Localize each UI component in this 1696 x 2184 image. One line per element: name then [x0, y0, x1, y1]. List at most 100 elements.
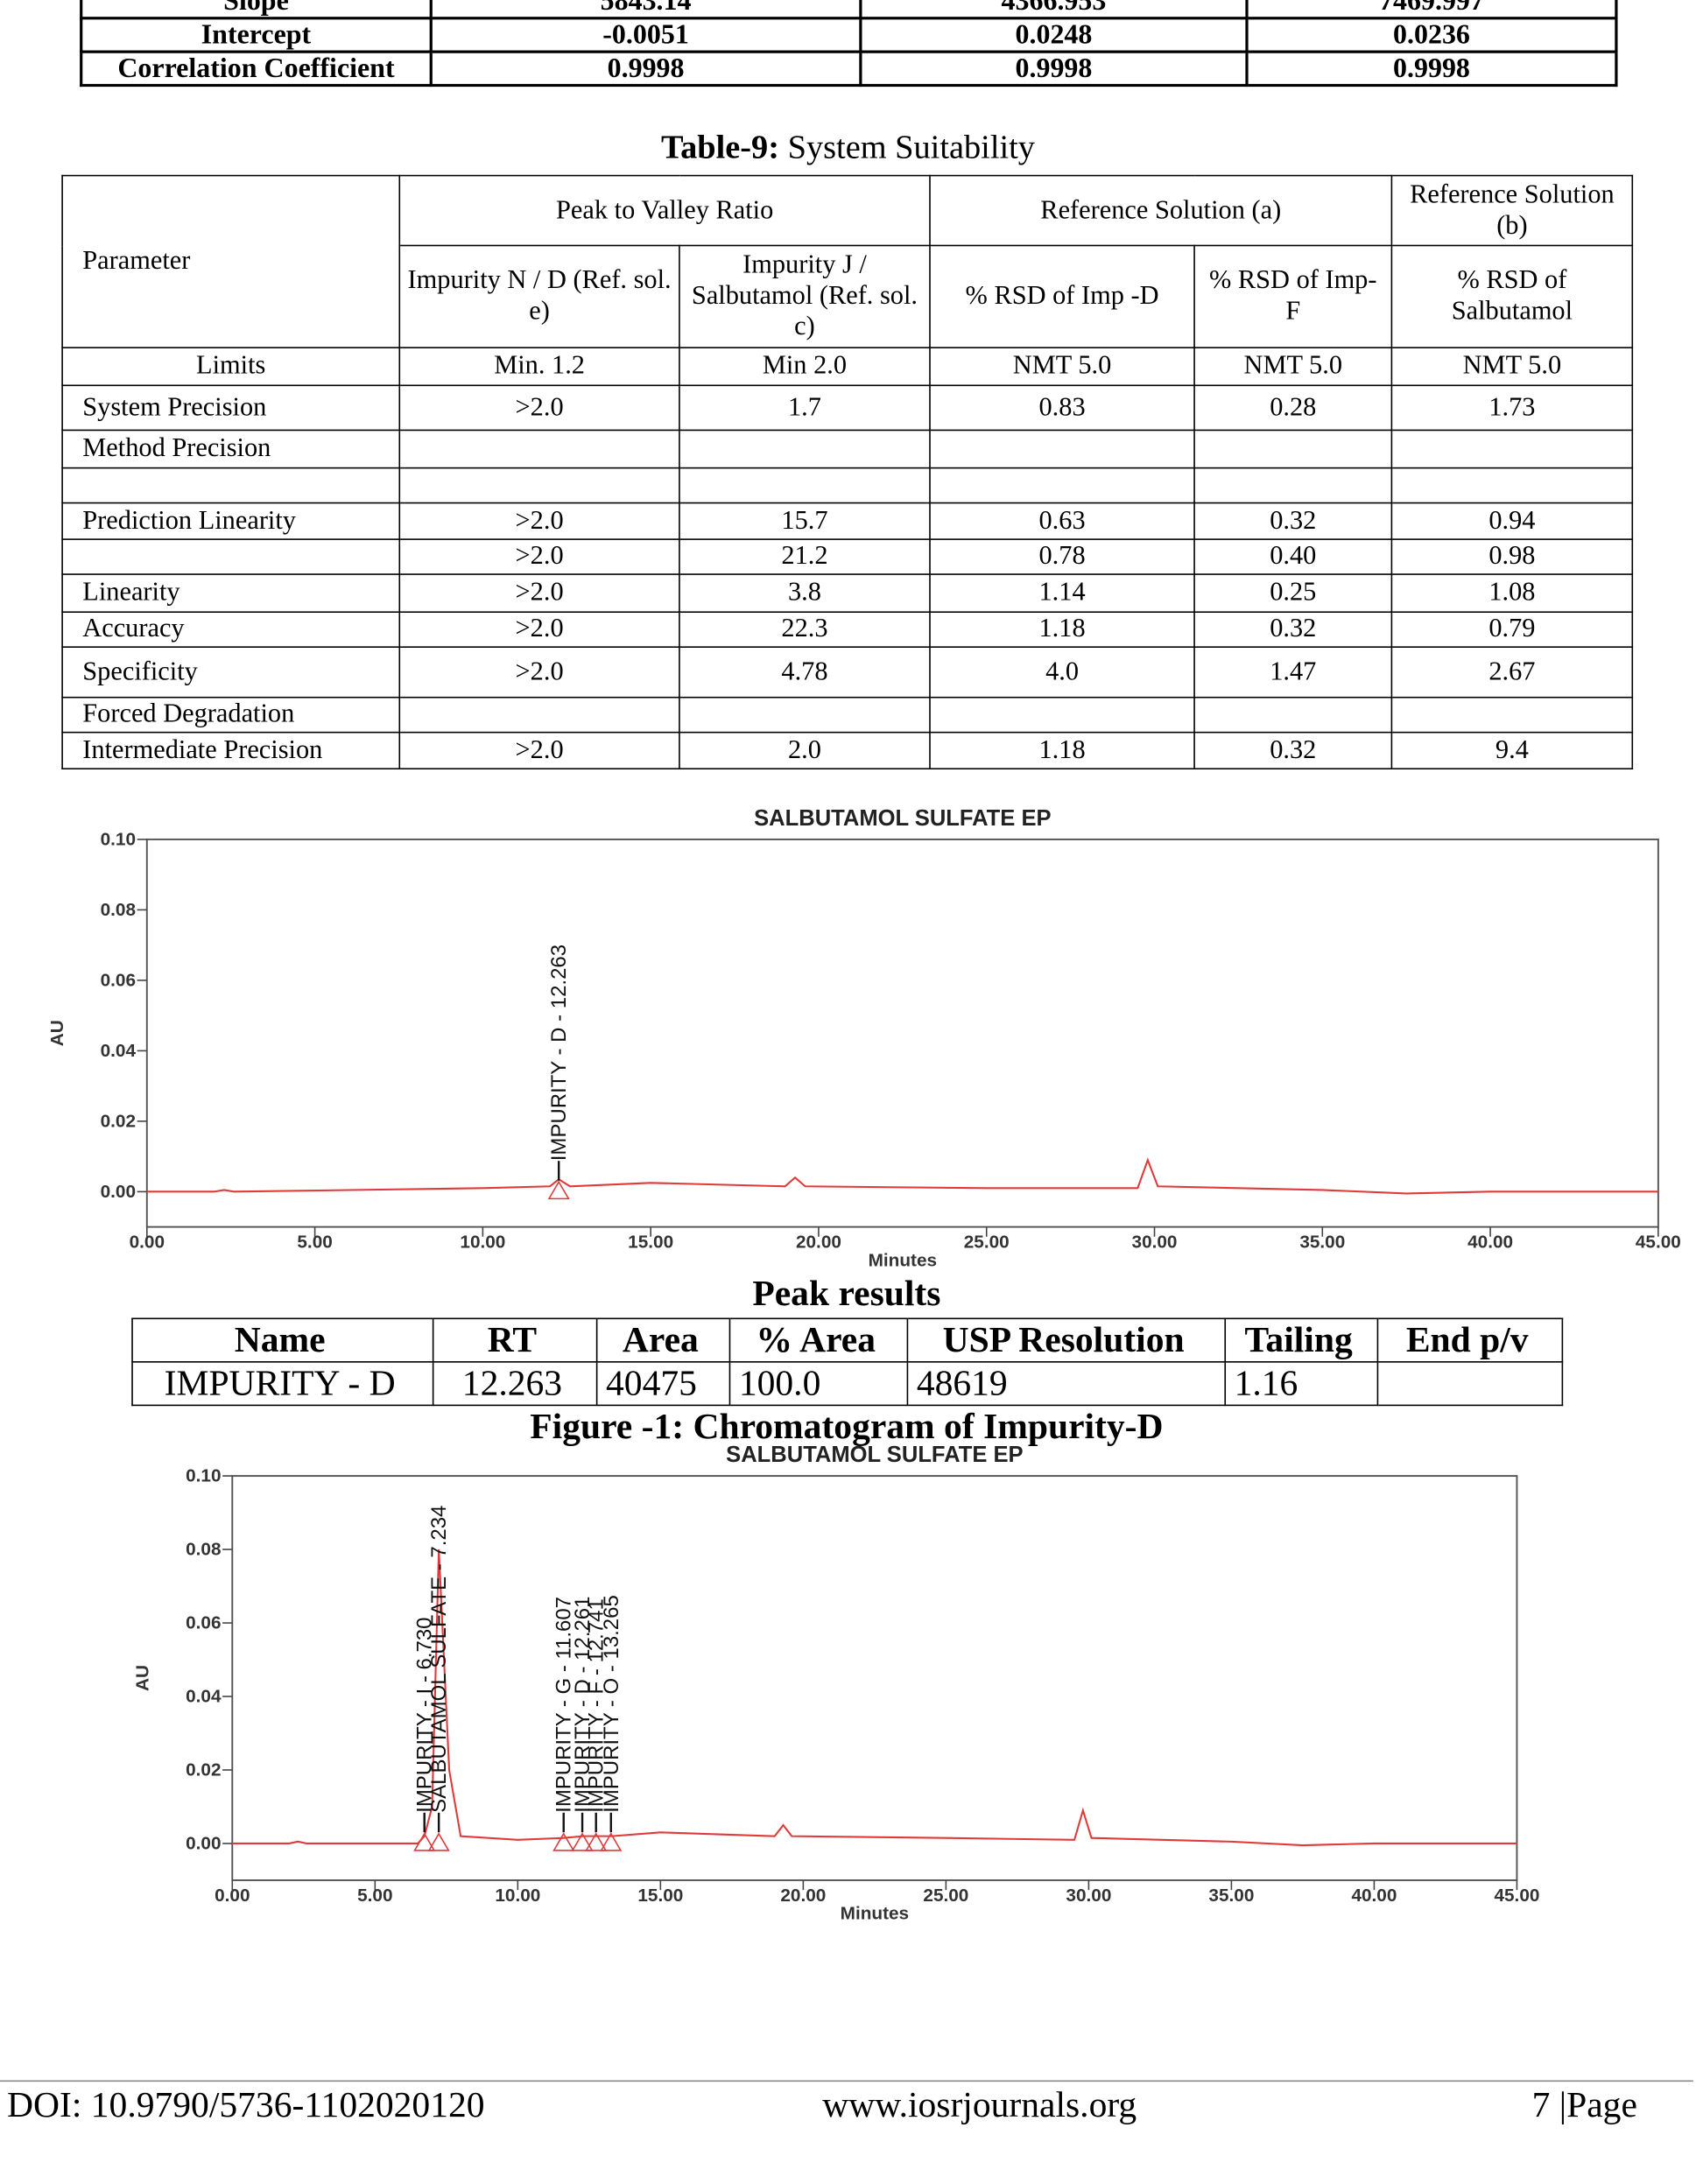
caption-label: Table-9:: [661, 130, 780, 167]
table-caption: Table-9: System Suitability: [0, 130, 1696, 168]
table-cell: 3.8: [679, 573, 931, 614]
table-cell: Accuracy: [61, 611, 401, 648]
peak-results-table: Name RT Area% Area USP Resolution Tailing End…: [131, 1317, 1564, 1407]
peak-marker: [427, 1832, 450, 1851]
peak-marker: [571, 1832, 594, 1851]
table-cell: [1193, 467, 1393, 504]
table-cell: >2.0: [398, 611, 680, 648]
table-cell: [679, 467, 931, 504]
table-cell: 0.40: [1193, 538, 1393, 575]
table-cell: -0.0051: [429, 17, 862, 53]
table-cell: 1.73: [1390, 384, 1634, 432]
chart-title: SALBUTAMOL SULFATE EP: [726, 1443, 1023, 1467]
peak-marker: [600, 1832, 623, 1851]
header-cell: Peak to Valley Ratio: [398, 174, 931, 247]
table-cell: [929, 429, 1195, 469]
linearity-table: Slope 5843.14 4366.953 7469.997 Intercept -0.…: [80, 0, 1618, 88]
x-tick-label: 35.00: [1208, 1886, 1254, 1906]
table-cell: [679, 429, 931, 469]
table-cell: [679, 696, 931, 734]
table-cell: 4.78: [679, 646, 931, 699]
header-cell: Impurity J / Salbutamol (Ref. sol. c): [679, 244, 931, 348]
table-cell: 0.78: [929, 538, 1195, 575]
table-row: Slope 5843.14 4366.953 7469.997: [80, 0, 1618, 20]
y-tick-label: 0.06: [186, 1612, 221, 1633]
caption-text: System Suitability: [787, 130, 1035, 167]
table-header-cell: Area: [595, 1317, 731, 1363]
x-tick-label: 25.00: [964, 1232, 1010, 1253]
peak-marker: [413, 1832, 436, 1851]
table-cell: [1390, 429, 1634, 469]
figure-caption: Figure -1: Chromatogram of Impurity-D: [530, 1406, 1164, 1447]
table-cell: [929, 696, 1195, 734]
peak-marker: [585, 1832, 608, 1851]
table-cell: >2.0: [398, 731, 680, 770]
table-cell: 100.0: [728, 1361, 909, 1407]
y-tick-label: 0.10: [186, 1465, 221, 1485]
x-tick-label: 0.00: [215, 1886, 250, 1906]
table-header-cell: Name: [131, 1317, 434, 1363]
table-cell: Method Precision: [61, 429, 401, 469]
table-cell: Min. 1.2: [398, 347, 680, 387]
table-header-cell: % Area: [728, 1317, 909, 1363]
table-cell: 40475: [595, 1361, 731, 1407]
table-cell: 9.4: [1390, 731, 1634, 770]
x-tick-label: 10.00: [495, 1886, 540, 1906]
table-header-cell: USP Resolution: [906, 1317, 1227, 1363]
table-cell: [1193, 696, 1393, 734]
y-axis-label: AU: [47, 1020, 67, 1046]
y-tick-label: 0.10: [101, 829, 136, 849]
table-cell: 1.14: [929, 573, 1195, 614]
x-axis-label: Minutes: [869, 1250, 937, 1270]
table-cell: 2.67: [1390, 646, 1634, 699]
table-cell: 0.32: [1193, 611, 1393, 648]
y-tick-label: 0.00: [186, 1833, 221, 1853]
chart-title: SALBUTAMOL SULFATE EP: [754, 806, 1051, 831]
y-tick-label: 0.04: [101, 1041, 137, 1061]
peak-label: SALBUTAMOL SULFATE - 7.234: [427, 1506, 451, 1813]
table-cell: IMPURITY - D: [131, 1361, 434, 1407]
plot-frame: [231, 1475, 1518, 1881]
y-tick-label: 0.06: [101, 970, 136, 990]
footer-doi: DOI: 10.9790/5736-1102020120: [6, 2084, 485, 2125]
table-row: Linearity >2.0 3.8 1.14 0.25 1.08: [61, 573, 1634, 614]
peak-label: IMPURITY - D - 12.263: [547, 945, 571, 1161]
header-cell: Reference Solution (b): [1390, 174, 1634, 247]
footer-site: www.iosrjournals.org: [822, 2084, 1137, 2125]
x-tick-label: 45.00: [1636, 1232, 1681, 1253]
header-cell: Impurity N / D (Ref. sol. e): [398, 244, 680, 348]
table-cell: 1.08: [1390, 573, 1634, 614]
plot-frame: [145, 838, 1659, 1228]
table-cell: 12.263: [432, 1361, 598, 1407]
table-cell: [1193, 429, 1393, 469]
table-cell: [929, 467, 1195, 504]
table-cell: >2.0: [398, 573, 680, 614]
table-row: Intermediate Precision >2.0 2.0 1.18 0.32 9.4: [61, 731, 1634, 770]
table-row: System Precision >2.0 1.7 0.83 0.28 1.73: [61, 384, 1634, 432]
table-cell: >2.0: [398, 646, 680, 699]
x-tick-label: 25.00: [923, 1886, 968, 1906]
peak-results-title: Peak results: [752, 1273, 941, 1314]
x-tick-label: 15.00: [637, 1886, 683, 1906]
header-cell: % RSD of Imp -D: [929, 244, 1195, 348]
y-tick-label: 0.02: [186, 1759, 221, 1780]
table-cell: 0.63: [929, 502, 1195, 540]
y-tick-label: 0.04: [186, 1686, 222, 1706]
table-cell: 1.18: [929, 731, 1195, 770]
table-cell: 1.7: [679, 384, 931, 432]
peak-label: IMPURITY - O - 13.265: [600, 1595, 623, 1813]
table-cell: 0.32: [1193, 731, 1393, 770]
table-row: Correlation Coefficient 0.9998 0.9998 0.999…: [80, 50, 1618, 88]
table-row: Specificity >2.0 4.78 4.0 1.47 2.67: [61, 646, 1634, 699]
x-tick-label: 5.00: [357, 1886, 392, 1906]
y-tick-label: 0.00: [101, 1182, 136, 1202]
table-cell: [1376, 1361, 1564, 1407]
table-cell: 5843.14: [429, 0, 862, 20]
table-cell: 0.9998: [429, 50, 862, 88]
table-cell: 1.16: [1224, 1361, 1379, 1407]
table-cell: 22.3: [679, 611, 931, 648]
table-cell: 1.18: [929, 611, 1195, 648]
x-tick-label: 30.00: [1066, 1886, 1111, 1906]
table-cell: Intermediate Precision: [61, 731, 401, 770]
table-cell: 1.47: [1193, 646, 1393, 699]
